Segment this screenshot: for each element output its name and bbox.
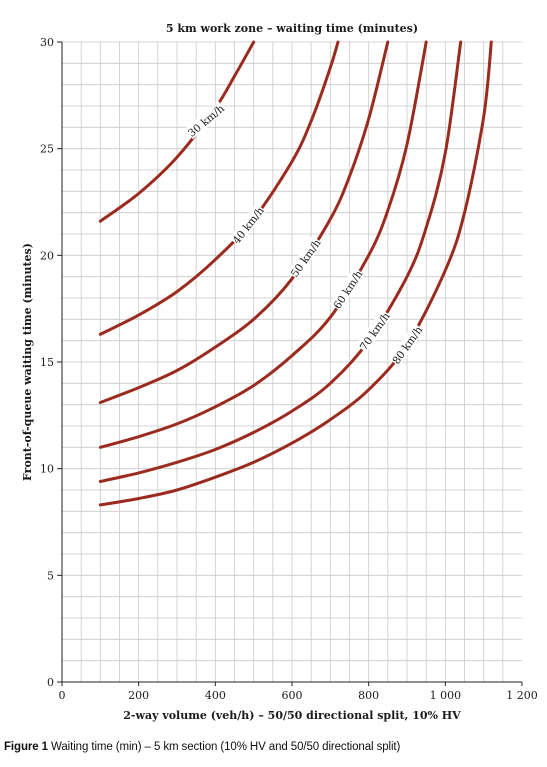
y-tick-label: 10 [40,463,54,476]
y-tick-label: 15 [40,356,54,369]
curve-label: 80 km/h [390,324,425,367]
x-tick-label: 0 [59,689,66,702]
grid-lines [62,41,522,682]
x-axis-label: 2-way volume (veh/h) – 50/50 directional… [123,709,461,722]
series-line [98,40,340,336]
waiting-time-chart: 5 km work zone – waiting time (minutes) … [21,22,538,722]
curve-label-group: 50 km/h [287,235,324,280]
curve-label-group: 60 km/h [329,267,366,312]
x-tick-label: 1 200 [506,689,538,702]
tick-labels: 0 200 400 600 800 1 000 1 200 0 5 10 15 20 25 30 [40,36,538,702]
curve-label-background [329,267,365,312]
y-tick-label: 30 [40,36,54,49]
y-tick-label: 25 [40,143,54,156]
caption-text: Waiting time (min) – 5 km section (10% H… [47,741,401,753]
curve-label: 60 km/h [332,268,366,311]
curve-label: 30 km/h [186,102,227,139]
figure-number: Figure 1 [4,741,48,753]
x-tick-label: 1 000 [430,689,462,702]
series-line [98,40,463,483]
series-line [98,40,390,404]
y-tick-label: 0 [47,676,54,689]
curve-label-background [184,100,227,140]
series-line [98,40,428,449]
x-tick-label: 800 [358,689,379,702]
series-line [98,40,493,507]
curve-label-background [287,235,323,280]
series-lines [98,40,493,507]
curve-label-background [388,322,425,367]
chart-title: 5 km work zone – waiting time (minutes) [166,22,418,35]
x-tick-label: 400 [205,689,226,702]
curve-label: 40 km/h [231,205,267,247]
y-axis-label: Front-of-queue waiting time (minutes) [21,243,34,481]
curve-label: 50 km/h [289,237,324,280]
y-tick-label: 20 [40,249,54,262]
curve-label-background [356,309,392,353]
curve-label-background [228,203,267,247]
axes [57,41,523,686]
curve-label-group: 30 km/h [184,100,227,140]
figure-caption: Figure 1 Waiting time (min) – 5 km secti… [4,741,400,753]
x-tick-label: 600 [282,689,303,702]
y-tick-label: 5 [47,569,54,582]
curve-label-group: 70 km/h [356,309,393,353]
x-tick-label: 200 [128,689,149,702]
